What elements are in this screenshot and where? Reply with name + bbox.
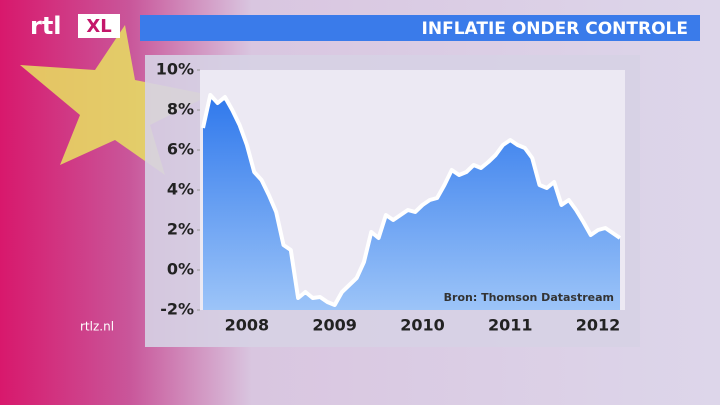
plot: -2% 0% 2% 4% 6% 8% 10% 2008 2009 2010 2011 2012 <box>156 60 622 335</box>
title-bar <box>140 15 700 41</box>
y-tick-label: 2% <box>167 220 194 239</box>
y-tick-label: 0% <box>167 260 194 279</box>
logo-badge: XL <box>86 16 111 37</box>
x-tick-label: 2008 <box>225 316 270 335</box>
source: Bron: Thomson Datastream <box>444 291 614 304</box>
logo: rtl <box>30 12 62 40</box>
site: rtlz.nl <box>80 320 114 334</box>
area <box>203 95 620 310</box>
x-tick-label: 2012 <box>576 316 621 335</box>
y-tick-label: -2% <box>160 300 194 319</box>
y-tick-label: 10% <box>156 60 194 79</box>
y-tick-label: 8% <box>167 100 194 119</box>
star <box>20 25 210 175</box>
logo-badge-box <box>78 14 120 38</box>
x-tick-label: 2009 <box>312 316 357 335</box>
x-tick-label: 2011 <box>488 316 533 335</box>
y-tick-label: 4% <box>167 180 194 199</box>
y-tick-label: 6% <box>167 140 194 159</box>
chart-title: INFLATIE ONDER CONTROLE <box>422 19 688 39</box>
line <box>201 93 622 307</box>
x-tick-label: 2010 <box>400 316 445 335</box>
